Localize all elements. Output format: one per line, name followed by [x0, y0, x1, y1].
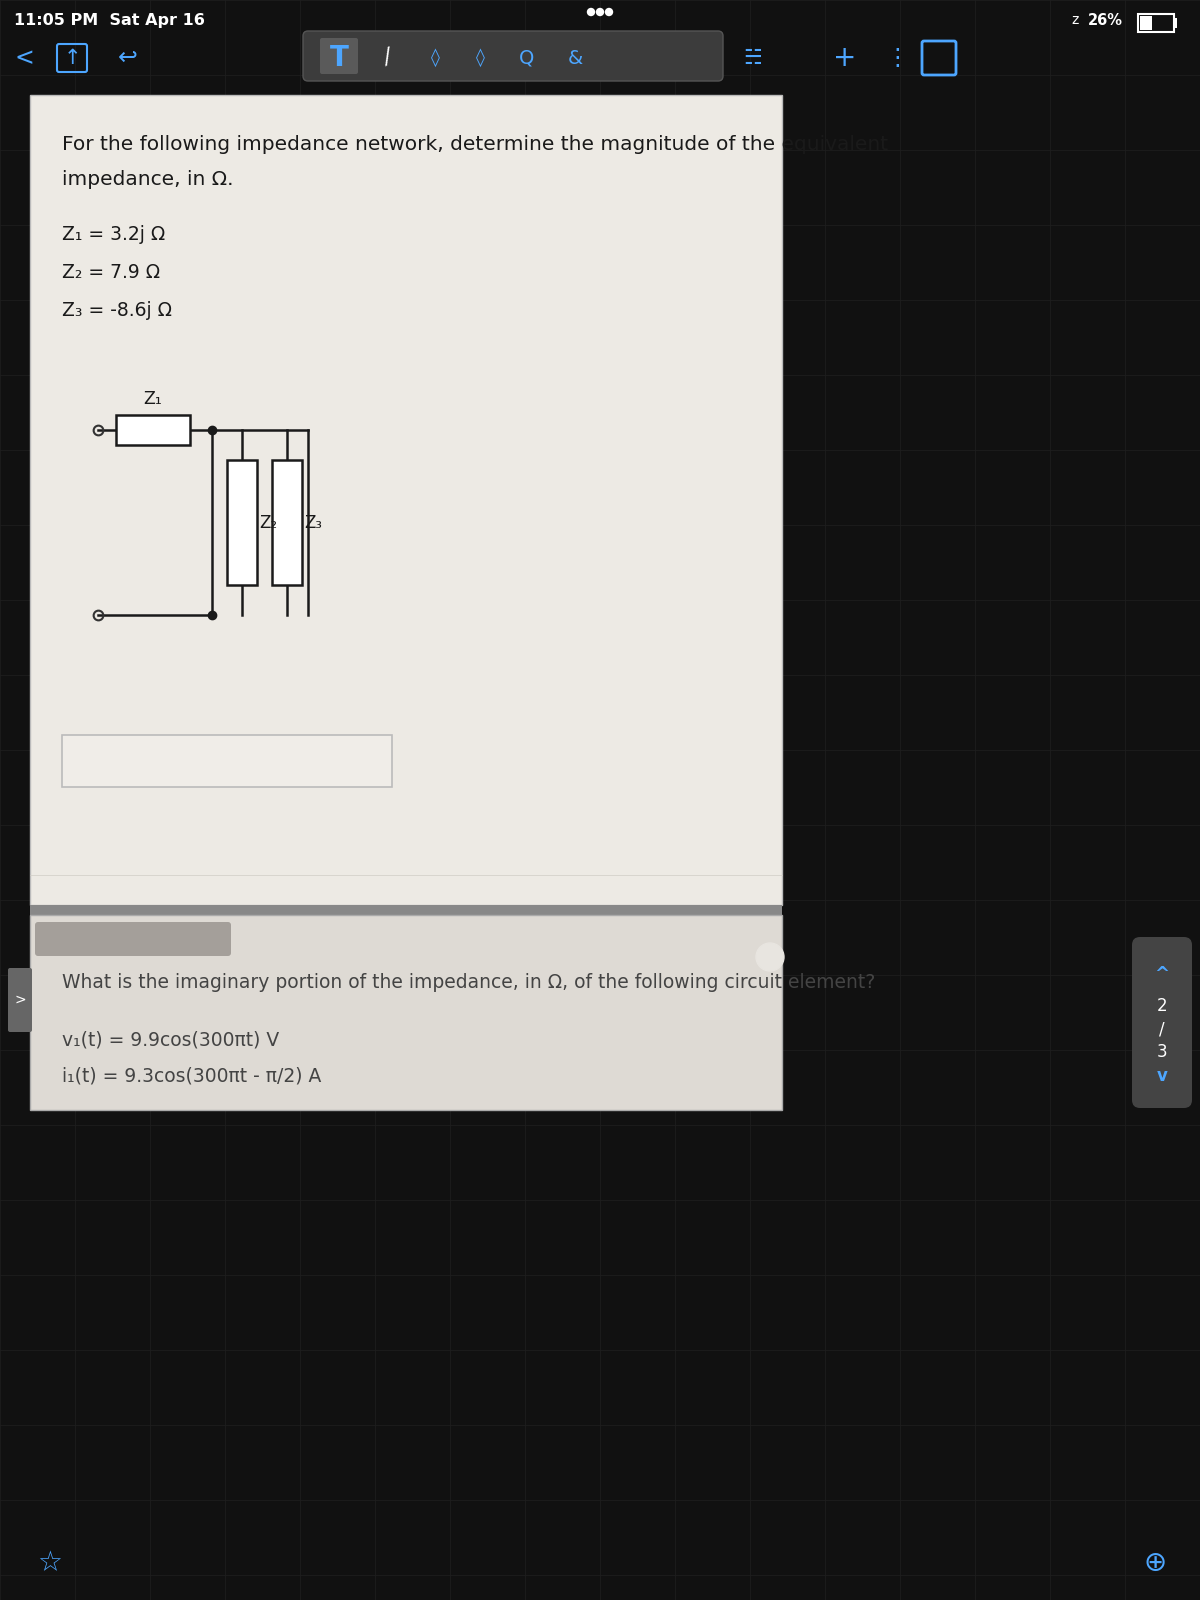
Text: Z₁ = 3.2j Ω: Z₁ = 3.2j Ω — [62, 226, 166, 243]
Text: i₁(t) = 9.3cos(300πt - π/2) A: i₁(t) = 9.3cos(300πt - π/2) A — [62, 1067, 322, 1086]
Text: >: > — [14, 994, 26, 1006]
Text: Q: Q — [520, 48, 535, 67]
Bar — [30, 915, 782, 1110]
FancyBboxPatch shape — [35, 922, 230, 955]
Text: ◊: ◊ — [431, 48, 439, 67]
Text: 3: 3 — [1157, 1043, 1168, 1061]
Text: z: z — [1072, 13, 1079, 27]
Circle shape — [756, 942, 784, 971]
FancyBboxPatch shape — [1132, 938, 1192, 1107]
Circle shape — [588, 8, 594, 16]
Text: ☵: ☵ — [744, 48, 762, 67]
Text: /: / — [382, 48, 395, 69]
Text: Z₃ = -8.6j Ω: Z₃ = -8.6j Ω — [62, 301, 172, 320]
Text: ⊕: ⊕ — [1144, 1549, 1166, 1578]
Bar — [1174, 18, 1177, 27]
Circle shape — [596, 8, 604, 16]
Text: ^: ^ — [1154, 965, 1170, 982]
Text: T: T — [330, 43, 348, 72]
Bar — [62, 734, 392, 787]
Text: For the following impedance network, determine the magnitude of the equivalent: For the following impedance network, det… — [62, 134, 888, 154]
Text: ☆: ☆ — [37, 1549, 62, 1578]
Text: 26%: 26% — [1087, 13, 1122, 27]
FancyBboxPatch shape — [302, 30, 722, 82]
Bar — [272, 461, 302, 586]
Bar — [30, 94, 782, 906]
Text: impedance, in Ω.: impedance, in Ω. — [62, 170, 234, 189]
FancyBboxPatch shape — [8, 968, 32, 1032]
Bar — [30, 906, 782, 920]
Bar — [116, 414, 190, 445]
Text: <: < — [14, 46, 34, 70]
Text: 11:05 PM  Sat Apr 16: 11:05 PM Sat Apr 16 — [14, 13, 205, 27]
Text: Z₃: Z₃ — [304, 514, 322, 531]
Bar — [227, 461, 257, 586]
Text: Z₂ = 7.9 Ω: Z₂ = 7.9 Ω — [62, 262, 160, 282]
Text: +: + — [833, 43, 857, 72]
FancyBboxPatch shape — [320, 38, 358, 74]
Text: 2: 2 — [1157, 997, 1168, 1014]
Text: /: / — [1159, 1021, 1165, 1038]
Text: Z₁: Z₁ — [144, 390, 162, 408]
Text: Z₂: Z₂ — [259, 514, 277, 531]
Bar — [1140, 16, 1152, 30]
Text: &: & — [568, 48, 583, 67]
Text: What is the imaginary portion of the impedance, in Ω, of the following circuit e: What is the imaginary portion of the imp… — [62, 973, 875, 992]
Text: ⋮: ⋮ — [886, 46, 908, 70]
Text: v: v — [1157, 1067, 1168, 1085]
Circle shape — [606, 8, 612, 16]
Text: ↩: ↩ — [118, 46, 138, 70]
Text: v₁(t) = 9.9cos(300πt) V: v₁(t) = 9.9cos(300πt) V — [62, 1030, 280, 1050]
Text: ◊: ◊ — [475, 48, 485, 67]
Text: ↑: ↑ — [64, 48, 80, 67]
